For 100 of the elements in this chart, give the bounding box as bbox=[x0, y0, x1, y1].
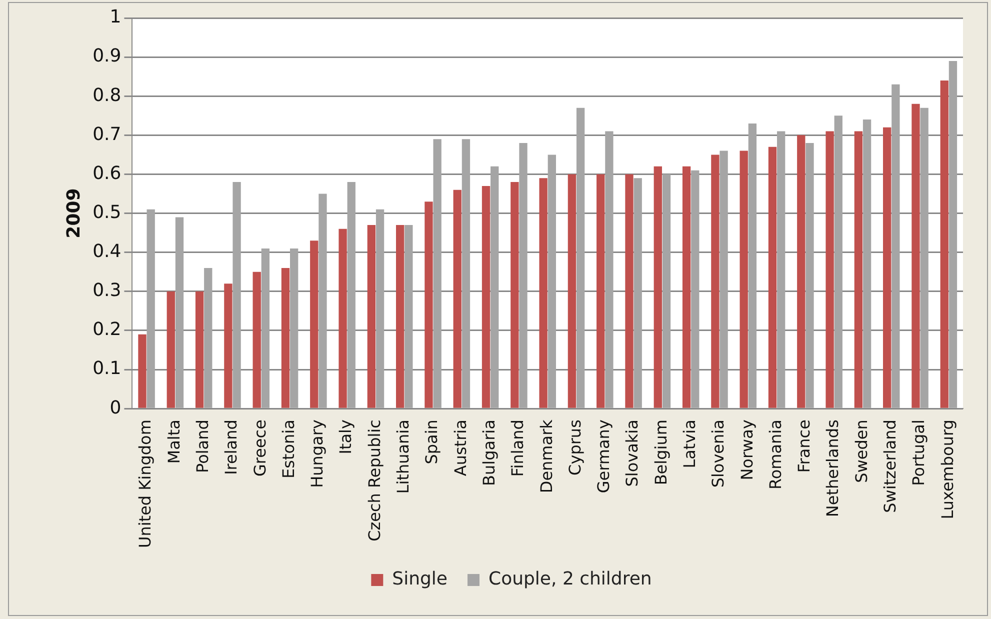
bar bbox=[347, 182, 356, 408]
bar bbox=[834, 116, 842, 408]
bar bbox=[175, 217, 184, 408]
legend-label: Couple, 2 children bbox=[488, 568, 652, 590]
bar bbox=[261, 248, 270, 408]
bar bbox=[318, 194, 327, 408]
bar bbox=[892, 84, 900, 408]
x-tick-label: Luxembourg bbox=[938, 420, 957, 520]
bar bbox=[462, 139, 470, 408]
bar bbox=[424, 202, 433, 408]
bar bbox=[453, 190, 462, 408]
y-tick-label: 0.5 bbox=[92, 202, 122, 223]
x-tick-label: Slovakia bbox=[622, 420, 642, 487]
x-tick-label: United Kingdom bbox=[136, 420, 155, 548]
bar bbox=[948, 60, 958, 408]
x-tick-label: Norway bbox=[737, 420, 756, 480]
x-tick-label: Netherlands bbox=[823, 420, 842, 518]
x-tick-label: Poland bbox=[193, 420, 212, 473]
bar bbox=[519, 142, 528, 408]
bar bbox=[548, 154, 556, 408]
bar bbox=[195, 291, 204, 408]
bar bbox=[654, 166, 662, 408]
bar bbox=[146, 209, 155, 408]
x-tick-label: Malta bbox=[164, 420, 184, 464]
x-tick-label: Bulgaria bbox=[479, 420, 498, 486]
bar bbox=[711, 154, 720, 408]
x-tick-label: Romania bbox=[766, 420, 785, 490]
bar bbox=[338, 228, 347, 408]
x-tick-label: Slovenia bbox=[708, 420, 728, 488]
bar bbox=[634, 178, 642, 408]
bar bbox=[232, 182, 241, 408]
y-tick-label: 0 bbox=[110, 397, 122, 418]
bar bbox=[797, 135, 806, 408]
bar bbox=[625, 174, 634, 408]
bar bbox=[576, 108, 585, 408]
bar bbox=[682, 166, 691, 408]
y-tick-label: 0.8 bbox=[92, 84, 122, 106]
x-tick-label: Ireland bbox=[222, 420, 241, 475]
bar bbox=[166, 291, 175, 408]
bar bbox=[862, 120, 872, 408]
bar bbox=[482, 186, 490, 408]
y-tick-label: 0.9 bbox=[92, 46, 122, 67]
bar bbox=[691, 170, 700, 408]
x-tick-label: France bbox=[794, 420, 814, 473]
bar bbox=[920, 108, 928, 408]
bar bbox=[740, 150, 748, 408]
x-tick-label: Austria bbox=[450, 420, 470, 476]
x-tick-label: Finland bbox=[508, 420, 528, 477]
y-axis-title: 2009 bbox=[63, 188, 84, 238]
bar bbox=[396, 225, 404, 408]
bar bbox=[290, 248, 298, 408]
bar bbox=[281, 268, 290, 408]
bar bbox=[204, 268, 212, 408]
bar bbox=[224, 284, 232, 408]
bar bbox=[252, 272, 261, 408]
x-tick-label: Denmark bbox=[536, 418, 556, 494]
y-tick-label: 0.6 bbox=[92, 162, 122, 184]
bar bbox=[433, 139, 442, 408]
bar bbox=[940, 80, 948, 408]
bar bbox=[367, 225, 376, 408]
x-tick-label: Switzerland bbox=[880, 420, 900, 513]
bar bbox=[662, 174, 671, 408]
bar bbox=[912, 104, 920, 408]
y-tick-label: 1 bbox=[110, 6, 122, 28]
x-tick-label: Germany bbox=[594, 420, 614, 494]
x-tick-label: Latvia bbox=[680, 420, 700, 468]
bar bbox=[310, 240, 318, 408]
y-tick-label: 0.7 bbox=[92, 124, 122, 145]
bar bbox=[777, 131, 786, 408]
x-tick-label: Spain bbox=[422, 420, 442, 464]
x-tick-label: Estonia bbox=[278, 420, 298, 478]
y-tick-label: 0.1 bbox=[92, 358, 122, 380]
x-tick-label: Hungary bbox=[308, 420, 327, 488]
x-tick-label: Sweden bbox=[852, 420, 871, 483]
x-tick-label: Greece bbox=[250, 420, 270, 477]
x-tick-label: Czech Republic bbox=[364, 420, 384, 542]
x-tick-label: Belgium bbox=[651, 420, 670, 486]
x-tick-label: Italy bbox=[336, 420, 356, 454]
bar bbox=[376, 209, 384, 408]
bar bbox=[768, 146, 777, 408]
bar bbox=[826, 131, 834, 408]
bar bbox=[720, 150, 728, 408]
bar bbox=[404, 225, 413, 408]
x-tick-label: Portugal bbox=[909, 420, 928, 486]
y-tick-label: 0.4 bbox=[92, 241, 122, 262]
legend-label: Single bbox=[392, 568, 448, 590]
bar bbox=[568, 174, 576, 408]
y-tick-label: 0.3 bbox=[92, 280, 122, 302]
x-tick-label: Cyprus bbox=[565, 420, 584, 476]
bar bbox=[605, 131, 614, 408]
bar bbox=[806, 142, 814, 408]
bar bbox=[854, 131, 863, 408]
bar bbox=[138, 334, 146, 408]
bar bbox=[883, 127, 892, 408]
y-tick-label: 0.2 bbox=[92, 319, 122, 340]
bar bbox=[539, 178, 548, 408]
x-tick-label: Lithuania bbox=[394, 420, 413, 494]
bar bbox=[510, 182, 519, 408]
bar bbox=[748, 123, 757, 408]
bar bbox=[490, 166, 499, 408]
